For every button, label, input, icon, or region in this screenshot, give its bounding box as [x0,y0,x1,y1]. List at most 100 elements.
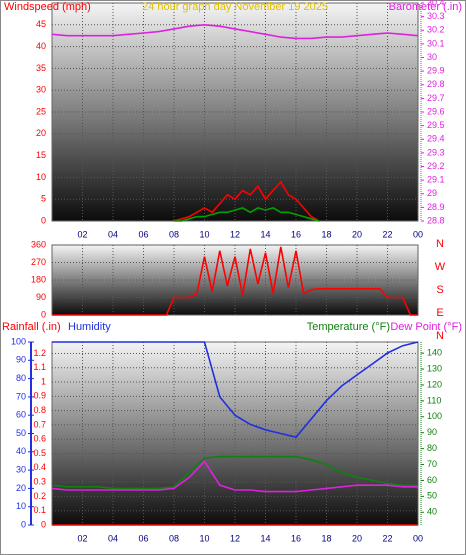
y-tick-label: 0.1 [33,505,46,515]
y3-tick-label: 50 [16,428,26,438]
x-tick-label: 02 [77,533,87,543]
y2-tick-label: 29.9 [427,66,445,76]
series-line [52,246,418,316]
x-tick-label: 18 [321,533,331,543]
series-label: Windspeed (mph) [4,1,91,13]
y2-tick-label: 130 [427,363,442,373]
y-tick-label: 0.6 [33,434,46,444]
y-tick-label: 0.7 [33,419,46,429]
chart-title: 24 hour graph day November 19 2025 [142,1,328,13]
x-tick-label: 06 [138,533,148,543]
y2-tick-label: 28.8 [427,215,445,225]
y3-tick-label: 30 [16,464,26,474]
y-tick-label: 15 [36,150,46,160]
y-tick-label: 35 [36,63,46,73]
x-tick-label: 08 [169,533,179,543]
y-tick-label: 0 [41,215,46,225]
y2-tick-label: 28.9 [427,202,445,212]
y-tick-label: 5 [41,194,46,204]
x-tick-label: 14 [260,229,270,239]
y2-tick-label: 30.1 [427,38,445,48]
y-tick-label: 1 [41,376,46,386]
x-tick-label: 12 [230,533,240,543]
y-tick-label: 0.3 [33,476,46,486]
y2-tick-label: 60 [427,475,437,485]
y2-tick-label: 50 [427,491,437,501]
x-tick-label: 10 [199,533,209,543]
y-tick-label: 180 [31,274,46,284]
y3-tick-label: 10 [16,501,26,511]
compass-label: W [435,261,446,273]
y2-tick-label: 40 [427,507,437,517]
x-tick-label: 00 [413,533,423,543]
y2-tick-label: 30.2 [427,25,445,35]
y2-tick-label: 70 [427,459,437,469]
series-line [51,460,418,493]
y2-tick-label: 80 [427,443,437,453]
compass-label: N [436,330,444,342]
y2-tick-label: 120 [427,379,442,389]
y3-tick-label: 20 [16,483,26,493]
y-tick-label: 25 [36,106,46,116]
x-tick-label: 08 [169,229,179,239]
y2-tick-label: 29.2 [427,161,445,171]
x-tick-label: 04 [108,533,118,543]
series-line [52,341,419,439]
x-tick-label: 22 [382,229,392,239]
x-tick-label: 18 [321,229,331,239]
y2-tick-label: 30.3 [427,11,445,21]
y3-tick-label: 70 [16,391,26,401]
y3-tick-label: 40 [16,446,26,456]
y2-tick-label: 29.6 [427,106,445,116]
x-tick-label: 22 [382,533,392,543]
y-tick-label: 10 [36,172,46,182]
series-label: Temperature (°F) [307,321,390,333]
y3-tick-label: 0 [21,519,26,529]
y2-tick-label: 30 [427,52,437,62]
y-tick-label: 30 [36,85,46,95]
y2-tick-label: 90 [427,427,437,437]
x-tick-label: 04 [108,229,118,239]
y-tick-label: 360 [31,239,46,249]
y-tick-label: 45 [36,19,46,29]
compass-label: S [436,284,443,296]
y2-tick-label: 30.4 [427,0,445,7]
y3-tick-label: 90 [16,355,26,365]
x-tick-label: 16 [291,229,301,239]
y-tick-label: 0.9 [33,391,46,401]
y3-tick-label: 60 [16,410,26,420]
x-tick-label: 20 [352,229,362,239]
x-tick-label: 02 [77,229,87,239]
series-line [51,455,418,490]
x-tick-label: 12 [230,229,240,239]
y-tick-label: 90 [36,292,46,302]
series-label: Rainfall (.in) [2,321,61,333]
compass-label: N [436,238,444,250]
x-tick-label: 00 [413,229,423,239]
y2-tick-label: 29.4 [427,134,445,144]
series-label: Humidity [68,321,111,333]
y-tick-label: 0.4 [33,462,46,472]
y-tick-label: 0 [41,309,46,319]
series-line [173,180,320,222]
y2-tick-label: 29.1 [427,175,445,185]
y2-tick-label: 29.8 [427,79,445,89]
y2-tick-label: 29.5 [427,120,445,130]
y2-tick-label: 100 [427,411,442,421]
x-tick-label: 16 [291,533,301,543]
y-tick-label: 40 [36,41,46,51]
y-tick-label: 1.2 [33,348,46,358]
series-label: Dew Point (°F) [390,321,462,333]
y2-tick-label: 140 [427,348,442,358]
x-tick-label: 06 [138,229,148,239]
y-tick-label: 0.2 [33,491,46,501]
x-tick-label: 20 [352,533,362,543]
x-tick-label: 10 [199,229,209,239]
series-line [174,207,320,222]
y-tick-label: 20 [36,128,46,138]
y-tick-label: 1.1 [33,362,46,372]
y-tick-label: 0.5 [33,448,46,458]
y2-tick-label: 29.7 [427,93,445,103]
series-line [51,23,419,40]
